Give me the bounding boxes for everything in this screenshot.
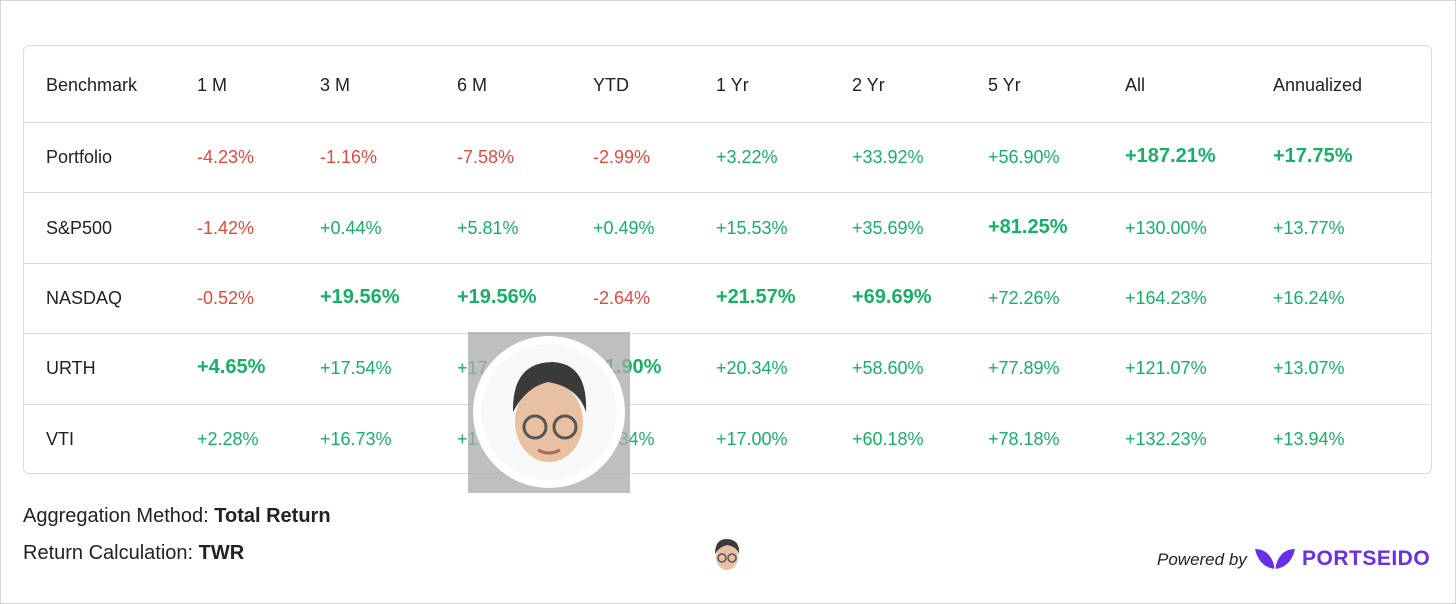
return-cell: -7.58% — [457, 147, 515, 168]
return-cell: -2.99% — [593, 147, 651, 168]
return-cell: +81.25% — [988, 215, 1068, 238]
return-cell: +0.44% — [320, 217, 382, 238]
return-cell: +16.24% — [1273, 288, 1345, 308]
return-cell: +13.77% — [1273, 217, 1345, 238]
row-label: NASDAQ — [46, 288, 123, 308]
return-cell: +35.69% — [852, 217, 924, 238]
return-cell: -2.64% — [593, 288, 651, 308]
return-cell: +17.75% — [1273, 145, 1353, 168]
column-header: 1 Yr — [716, 75, 749, 95]
return-cell: -1.16% — [320, 147, 378, 168]
column-header: 2 Yr — [852, 75, 885, 95]
row-label: S&P500 — [46, 217, 113, 238]
brand-name: PORTSEIDO — [1302, 547, 1431, 570]
return-cell: +17.54% — [320, 358, 392, 379]
return-cell: +78.18% — [988, 428, 1060, 449]
return-cell: +5.81% — [457, 217, 519, 238]
benchmark-table: Benchmark 1 M 3 M 6 M YTD 1 Yr 2 Yr 5 Yr All Annu… — [23, 45, 1432, 474]
return-cell: +187.21% — [1125, 145, 1216, 168]
avatar-overlay — [468, 332, 630, 493]
aggregation: Aggregation Method: Total Return — [23, 505, 331, 528]
return-cell: +132.23% — [1125, 428, 1207, 449]
return-cell: -4.23% — [197, 147, 255, 168]
return-cell: +19.56% — [457, 286, 537, 308]
return-cell: +164.23% — [1125, 288, 1207, 308]
return-cell: -1.42% — [197, 217, 255, 238]
return-cell: +19.56% — [320, 286, 400, 308]
column-header: 5 Yr — [988, 75, 1021, 95]
row-label: VTI — [46, 428, 75, 449]
return-cell: +77.89% — [988, 358, 1060, 379]
return-cell: +13.07% — [1273, 358, 1345, 379]
return-cell: +130.00% — [1125, 217, 1207, 238]
value: Total Return — [214, 505, 331, 527]
return-cell: +60.18% — [852, 428, 924, 449]
brand-logo — [1255, 549, 1295, 569]
label: Return Calculation: — [23, 542, 194, 564]
return-cell: +4.65% — [197, 356, 266, 379]
return-cell: +56.90% — [988, 147, 1060, 168]
return-cell: +17.00% — [716, 428, 788, 449]
return-cell: +15.53% — [716, 217, 788, 238]
return-cell: +3.22% — [716, 147, 778, 168]
value: TWR — [198, 542, 245, 564]
return-cell: +121.07% — [1125, 358, 1207, 379]
return-cell: +13.94% — [1273, 428, 1345, 449]
column-header: 6 M — [457, 75, 488, 95]
column-header: YTD — [593, 75, 629, 95]
powered-by: Powered by — [1157, 550, 1247, 569]
return-cell: +2.28% — [197, 428, 259, 449]
calculation: Return Calculation: TWR — [23, 542, 244, 565]
return-cell: +20.34% — [716, 358, 788, 379]
column-header: Benchmark — [46, 75, 138, 95]
row-separator — [24, 262, 1431, 264]
column-header: 1 M — [197, 75, 228, 95]
return-cell: +58.60% — [852, 358, 924, 379]
return-cell: +21.57% — [716, 286, 796, 308]
column-header: Annualized — [1273, 75, 1363, 95]
return-cell: +72.26% — [988, 288, 1060, 308]
label: Aggregation Method: — [23, 505, 209, 527]
return-cell: +33.92% — [852, 147, 924, 168]
return-cell: +69.69% — [852, 286, 932, 308]
column-header: All — [1125, 75, 1146, 95]
avatar-icon — [715, 538, 740, 570]
row-label: Portfolio — [46, 147, 113, 168]
row-separator — [24, 192, 1431, 194]
column-header: 3 M — [320, 75, 351, 95]
return-cell: -0.52% — [197, 288, 255, 308]
row-separator — [24, 333, 1431, 335]
row-separator — [24, 403, 1431, 405]
return-cell: +16.73% — [320, 428, 392, 449]
row-label: URTH — [46, 358, 96, 379]
return-cell: +0.49% — [593, 217, 655, 238]
row-separator — [24, 122, 1431, 123]
